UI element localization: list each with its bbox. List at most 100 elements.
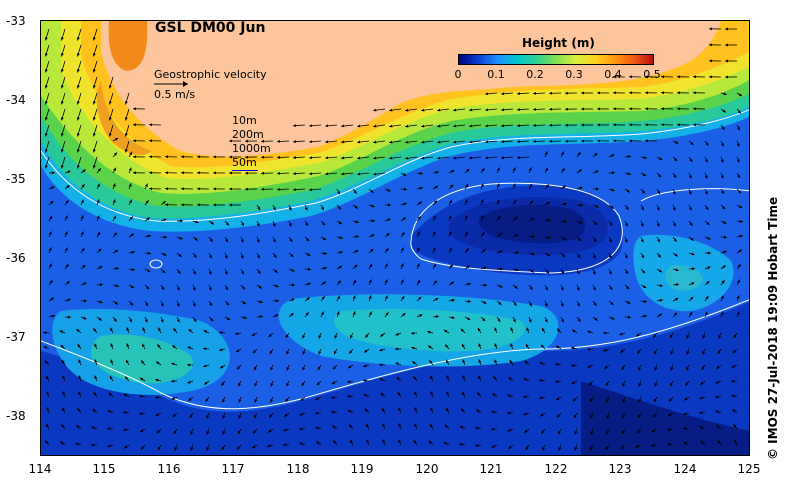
velocity-arrowhead: [593, 238, 597, 242]
velocity-arrowhead: [61, 359, 65, 364]
velocity-arrowhead: [172, 414, 176, 418]
velocity-arrowhead: [114, 250, 119, 253]
velocity-arrowhead: [92, 409, 96, 413]
velocity-arrowhead: [49, 280, 53, 284]
velocity-arrowhead: [113, 152, 117, 156]
velocity-arrowhead: [370, 248, 374, 252]
velocity-arrowhead: [507, 394, 511, 398]
velocity-arrowhead: [371, 204, 375, 208]
velocity-arrowhead: [549, 123, 553, 127]
velocity-arrowhead: [579, 220, 583, 224]
velocity-arrowhead: [450, 184, 454, 188]
velocity-arrowhead: [301, 382, 305, 386]
x-tick-label: 117: [221, 462, 245, 476]
velocity-arrowhead: [709, 27, 712, 31]
velocity-arrowhead: [114, 301, 118, 305]
velocity-arrowhead: [357, 172, 361, 176]
velocity-arrowhead: [305, 312, 309, 316]
velocity-arrowhead: [433, 263, 436, 268]
velocity-arrowhead: [124, 117, 128, 121]
contour-eddy: [410, 182, 623, 274]
velocity-arrowhead: [341, 172, 345, 176]
velocity-arrowhead: [411, 331, 415, 335]
velocity-arrowhead: [210, 221, 214, 225]
velocity-arrowhead: [510, 327, 514, 331]
velocity-arrowhead: [529, 303, 532, 307]
velocity-arrowhead: [417, 279, 421, 284]
velocity-arrowhead: [238, 415, 242, 419]
velocity-arrowhead: [672, 207, 676, 211]
velocity-arrowhead: [174, 447, 178, 451]
velocity-arrowhead: [715, 380, 719, 384]
velocity-arrowhead: [688, 175, 692, 179]
velocity-arrowhead: [562, 254, 566, 258]
velocity-arrowhead: [284, 413, 288, 417]
velocity-arrowhead: [401, 232, 405, 236]
velocity-arrowhead: [603, 331, 606, 335]
velocity-arrowhead: [594, 153, 598, 157]
velocity-arrowhead: [657, 190, 660, 195]
velocity-arrowhead: [78, 375, 82, 379]
velocity-arrowhead: [593, 302, 597, 306]
velocity-arrowhead: [385, 248, 389, 252]
velocity-arrowhead: [469, 140, 473, 144]
velocity-arrowhead: [149, 187, 152, 191]
velocity-arrowhead: [549, 139, 553, 143]
velocity-arrowhead: [321, 311, 324, 315]
velocity-arrowhead: [700, 440, 704, 444]
velocity-arrowhead: [400, 279, 404, 283]
velocity-arrowhead: [380, 392, 384, 396]
velocity-arrowhead: [292, 283, 295, 287]
velocity-arrowhead: [173, 430, 177, 435]
velocity-arrowhead: [337, 280, 341, 284]
velocity-arrowhead: [270, 367, 274, 371]
velocity-arrowhead: [738, 190, 742, 194]
velocity-arrowhead: [113, 167, 116, 172]
velocity-arrowhead: [661, 123, 664, 127]
x-tick-label: 118: [286, 462, 310, 476]
velocity-arrowhead: [44, 37, 48, 41]
velocity-arrowhead: [603, 348, 607, 352]
velocity-arrowhead: [529, 286, 533, 290]
velocity-arrowhead: [81, 199, 84, 203]
velocity-arrowhead: [721, 143, 724, 147]
velocity-arrowhead: [684, 397, 688, 401]
velocity-arrowhead: [338, 265, 343, 269]
velocity-arrowhead: [413, 440, 417, 444]
velocity-arrowhead: [581, 139, 584, 143]
velocity-arrowhead: [299, 412, 303, 416]
velocity-arrowhead: [659, 299, 663, 302]
velocity-arrowhead: [653, 334, 657, 338]
velocity-arrowhead: [147, 269, 151, 272]
velocity-arrowhead: [65, 200, 69, 204]
isobath-1000m: 1000m: [232, 142, 271, 155]
velocity-arrowhead: [341, 124, 345, 128]
velocity-arrowhead: [253, 430, 257, 434]
velocity-arrowhead: [706, 281, 710, 285]
velocity-arrowhead: [557, 328, 561, 332]
velocity-arrowhead: [192, 303, 196, 307]
velocity-arrowhead: [357, 124, 361, 128]
isobath-200m: 200m: [232, 128, 264, 141]
velocity-arrowhead: [354, 205, 358, 209]
velocity-arrowhead: [261, 155, 265, 159]
velocity-arrowhead: [155, 378, 159, 382]
velocity-arrowhead: [572, 329, 576, 333]
velocity-arrowhead: [738, 205, 743, 208]
colorbar-tick-5: 0.5: [643, 68, 661, 81]
velocity-arrowhead: [94, 359, 98, 363]
velocity-arrowhead: [435, 315, 439, 319]
velocity-arrowhead: [325, 156, 329, 160]
velocity-arrowhead: [701, 366, 705, 370]
velocity-arrowhead: [434, 185, 439, 189]
velocity-arrowhead: [561, 168, 565, 172]
velocity-arrowhead: [667, 442, 671, 446]
x-tick-label: 121: [479, 462, 503, 476]
velocity-arrowhead: [446, 375, 450, 379]
velocity-arrowhead: [732, 409, 736, 413]
velocity-arrowhead: [123, 428, 127, 432]
velocity-arrowhead: [357, 140, 361, 144]
velocity-arrowhead: [309, 124, 313, 128]
velocity-arrowhead: [449, 247, 452, 252]
velocity-arrowhead: [235, 349, 240, 353]
